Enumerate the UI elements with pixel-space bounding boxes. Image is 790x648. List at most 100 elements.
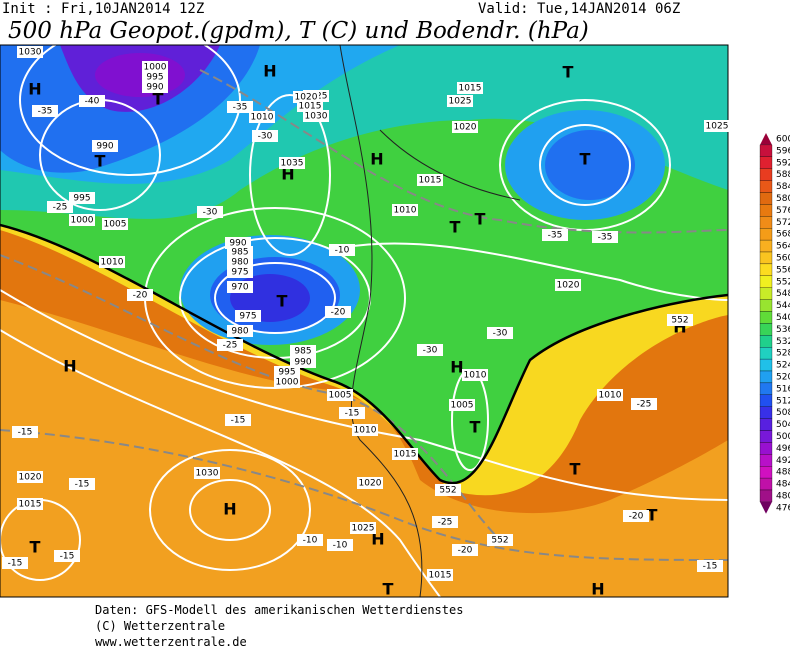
contour-label: -35 (598, 233, 613, 243)
label-box (227, 101, 253, 113)
contour-label: 1020 (557, 281, 580, 291)
552-line (0, 223, 728, 485)
contour-label: 990 (96, 142, 113, 152)
contour-label: 1005 (451, 401, 474, 411)
contour-label: -20 (331, 308, 346, 318)
colorbar-tick-label: 488 (776, 468, 790, 478)
label-box (457, 82, 483, 94)
colorbar-segment (759, 275, 773, 288)
colorbar-tick-label: 588 (776, 170, 790, 180)
label-box (12, 426, 38, 438)
label-box (227, 246, 253, 258)
label-box (17, 471, 43, 483)
contour-label: -35 (38, 107, 53, 117)
contour-label: -10 (335, 246, 350, 256)
colorbar-tick-label: 564 (776, 242, 790, 252)
colorbar-segment (759, 454, 773, 467)
label-box (47, 201, 73, 213)
pressure-center: T (153, 90, 164, 109)
colorbar-tick-label: 580 (776, 194, 790, 204)
colorbar-tick-label: 556 (776, 265, 790, 275)
colorbar-tick-label: 512 (776, 396, 790, 406)
colorbar-segment (759, 358, 773, 372)
contour-label: -25 (438, 518, 453, 528)
contour-label: -25 (53, 203, 68, 213)
colorbar-tick-label: 508 (776, 408, 790, 418)
colorbar-segment (759, 180, 773, 193)
contour-label: 1000 (144, 63, 167, 73)
colorbar-tick-label: 548 (776, 289, 790, 299)
field-zone (545, 130, 635, 200)
label-box (127, 289, 153, 301)
contour-label: 552 (491, 536, 508, 546)
label-box (427, 569, 453, 581)
valid-label: Valid: Tue,14JAN2014 06Z (478, 1, 680, 17)
label-box (392, 204, 418, 216)
source-line: Daten: GFS-Modell des amerikanischen Wet… (95, 603, 463, 617)
label-box (32, 105, 58, 117)
label-box (252, 130, 278, 142)
colorbar-segment (759, 251, 773, 265)
colorbar-segment (759, 287, 773, 300)
pressure-center: T (647, 506, 658, 525)
colorbar-segment (759, 477, 773, 491)
contour-label: -30 (258, 132, 273, 142)
pressure-center: T (580, 150, 591, 169)
colorbar-tick-label: 584 (776, 182, 790, 192)
colorbar-segment (759, 156, 773, 169)
contour-label: -35 (233, 103, 248, 113)
colorbar-tick-label: 592 (776, 158, 790, 168)
contour-label: -20 (458, 546, 473, 556)
label-box (462, 369, 488, 381)
label-box (142, 81, 168, 93)
contour-label: 985 (294, 347, 311, 357)
colorbar-tick-label: 552 (776, 277, 790, 287)
contour-label: -20 (133, 291, 148, 301)
contour-label: 1030 (196, 469, 219, 479)
contour-label: 552 (671, 316, 688, 326)
colorbar-tick-label: 520 (776, 372, 790, 382)
colorbar-tick-label: 540 (776, 313, 790, 323)
contour-label: -25 (223, 341, 238, 351)
contour-label: 980 (231, 258, 248, 268)
label-box (555, 279, 581, 291)
pressure-center: H (263, 62, 276, 81)
label-box (274, 376, 300, 388)
pressure-center: H (591, 580, 604, 599)
contour-label: 1020 (295, 93, 318, 103)
contour-label: 1000 (276, 378, 299, 388)
pressure-center: H (370, 150, 383, 169)
colorbar-tick-label: 492 (776, 456, 790, 466)
colorbar-tick-label: 536 (776, 325, 790, 335)
contour-label: -15 (75, 480, 90, 490)
colorbar-tick-label: 496 (776, 444, 790, 454)
field-zone (95, 53, 185, 97)
colorbar-segment (759, 418, 773, 431)
colorbar-segment (759, 347, 773, 360)
label-box (2, 557, 28, 569)
contour-label: 1010 (394, 206, 417, 216)
colorbar-segment (759, 394, 773, 407)
label-box (225, 414, 251, 426)
contour-label: 995 (146, 73, 163, 83)
contour-label: -35 (548, 231, 563, 241)
pressure-center: H (28, 80, 41, 99)
contour-label: -15 (703, 562, 718, 572)
colorbar-segment (759, 335, 773, 348)
colorbar-segment (759, 382, 773, 395)
colorbar-tick-label: 484 (776, 480, 790, 490)
source-line: (C) Wetterzentrale (95, 619, 225, 633)
contour-label: 1030 (305, 112, 328, 122)
contour-label: -10 (303, 536, 318, 546)
contour-label: 1015 (459, 84, 482, 94)
contour-label: 995 (278, 368, 295, 378)
label-box (194, 467, 220, 479)
label-box (432, 516, 458, 528)
colorbar-tick-label: 516 (776, 384, 790, 394)
colorbar-segment (759, 144, 773, 157)
colorbar-segment (759, 204, 773, 217)
pressure-center: H (63, 357, 76, 376)
label-box (623, 510, 649, 522)
